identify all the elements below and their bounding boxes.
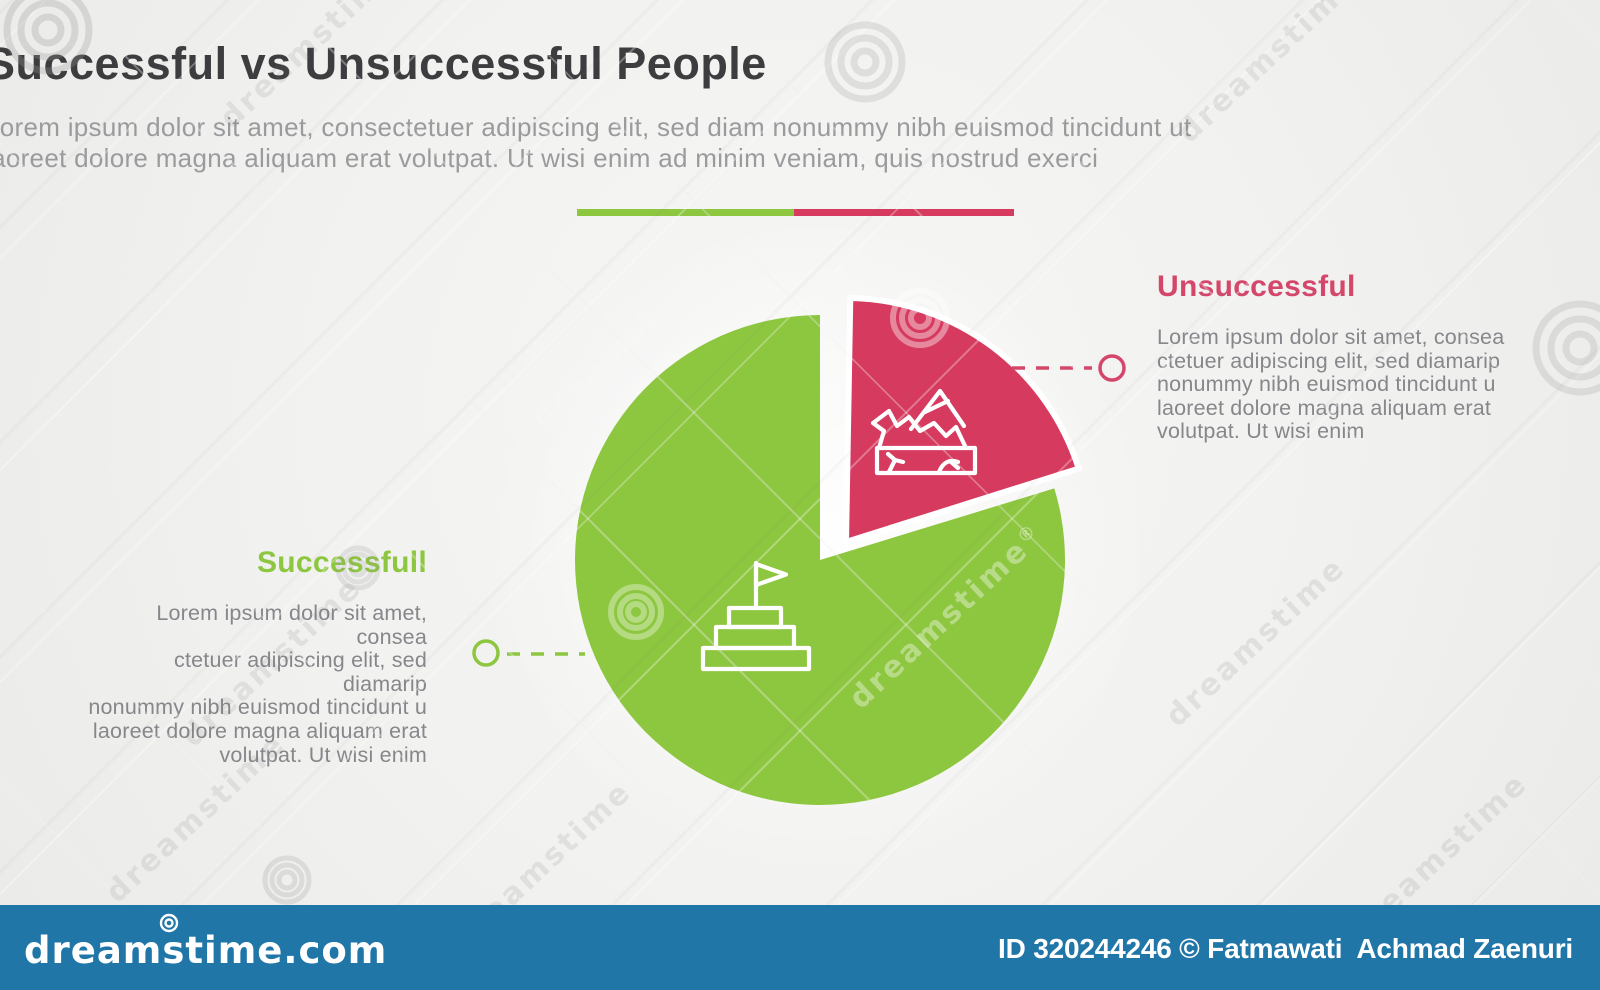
successful-connector — [472, 639, 585, 667]
body-line: ctetuer adipiscing elit, sed diamarip — [1157, 348, 1501, 373]
body-line: laoreet dolore magna aliquam erat — [1157, 395, 1492, 420]
body-line: volutpat. Ut wisi enim — [219, 742, 427, 767]
footer-bar: dreamstime.com ID 320244246 © Fatmawati … — [0, 905, 1600, 990]
title-divider — [577, 209, 1014, 216]
body-line: Lorem ipsum dolor sit amet, consea — [156, 601, 427, 649]
unsuccessful-body: Lorem ipsum dolor sit amet, consea ctetu… — [1157, 325, 1527, 444]
body-line: ctetuer adipiscing elit, sed diamarip — [174, 648, 427, 696]
image-credit: ID 320244246 © Fatmawati Achmad Zaenuri — [998, 933, 1573, 964]
dreamstime-logo-spiral-icon — [159, 913, 179, 933]
unsuccessful-heading: Unsuccessful — [1157, 270, 1356, 303]
podium-with-flag-icon — [700, 560, 812, 672]
dreamstime-logo: dreamstime.com — [24, 929, 388, 972]
successful-connector-dot — [472, 639, 500, 667]
body-line: Lorem ipsum dolor sit amet, consea — [1157, 325, 1505, 349]
divider-red-segment — [794, 209, 1014, 216]
successful-section: Successfull Lorem ipsum dolor sit amet, … — [85, 546, 427, 767]
divider-green-segment — [577, 209, 794, 216]
successful-body: Lorem ipsum dolor sit amet, consea ctetu… — [85, 601, 427, 767]
unsuccessful-connector — [1012, 354, 1126, 382]
body-line: nonummy nibh euismod tincidunt u — [1157, 372, 1496, 397]
crumbling-mountain-icon — [870, 388, 978, 476]
body-line: volutpat. Ut wisi enim — [1157, 419, 1365, 444]
body-line: laoreet dolore magna aliquam erat — [92, 718, 427, 743]
successful-heading: Successfull — [256, 546, 427, 579]
pie-slice-successful — [574, 315, 1065, 805]
unsuccessful-connector-dot — [1098, 354, 1126, 382]
unsuccessful-section: Unsuccessful Lorem ipsum dolor sit amet,… — [1157, 270, 1527, 444]
body-line: nonummy nibh euismod tincidunt u — [88, 695, 427, 720]
